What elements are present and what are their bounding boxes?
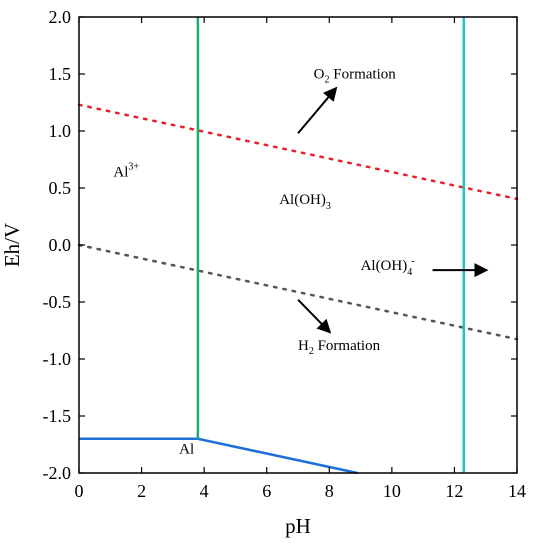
x-tick-label: 10: [383, 481, 401, 501]
o2-arrow: [297, 86, 338, 134]
x-tick-label: 12: [445, 481, 463, 501]
annotation-aloh3: Al(OH)3: [279, 192, 331, 212]
annotation-aloh4: Al(OH)4-: [361, 256, 415, 278]
annotation-o2: O2 Formation: [314, 67, 397, 86]
y-tick-label: 0.5: [49, 178, 72, 198]
x-axis-label: pH: [285, 514, 311, 538]
series-line-1: [77, 103, 519, 201]
y-axis-label: Eh/V: [0, 223, 24, 267]
y-tick-label: -2.0: [43, 463, 72, 483]
x-tick-label: 2: [137, 481, 146, 501]
y-tick-label: -1.0: [43, 349, 72, 369]
x-tick-label: 8: [325, 481, 334, 501]
y-tick-label: 1.0: [49, 121, 72, 141]
series-layer: [77, 17, 519, 475]
annotation-al3: Al3+: [113, 162, 139, 181]
y-tick-label: 2.0: [49, 7, 72, 27]
y-tick-label: 0.0: [49, 235, 72, 255]
plot-frame: [78, 16, 518, 474]
h2-arrow: [297, 299, 332, 334]
y-tick-label: -0.5: [43, 292, 72, 312]
x-tick-label: 4: [200, 481, 209, 501]
ticks-layer: 0 2 4 6 8 10 12 14 2.0 1.5 1.0 0.5 0.0 -0.5 -1.0 -1.5 -2…: [43, 7, 527, 501]
x-tick-label: 0: [75, 481, 84, 501]
x-tick-label: 6: [262, 481, 271, 501]
annotation-h2: H2 Formation: [298, 338, 381, 357]
series-line-3: [79, 437, 358, 475]
x-tick-label: 14: [508, 481, 526, 501]
series-line-2: [77, 243, 519, 341]
y-tick-label: -1.5: [43, 406, 72, 426]
annotation-al: Al: [179, 442, 194, 458]
y-tick-label: 1.5: [49, 64, 72, 84]
annotations-layer: Al3+ Al(OH)3 Al(OH)4- Al O2 Formation H2 Form…: [113, 67, 489, 458]
